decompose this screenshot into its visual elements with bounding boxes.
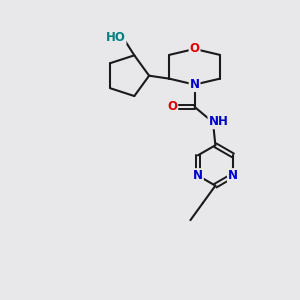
Text: NH: NH	[208, 115, 228, 128]
Text: HO: HO	[106, 31, 125, 44]
Text: N: N	[228, 169, 238, 182]
Text: O: O	[167, 100, 177, 113]
Text: N: N	[190, 78, 200, 91]
Text: O: O	[190, 42, 200, 56]
Text: N: N	[193, 169, 203, 182]
